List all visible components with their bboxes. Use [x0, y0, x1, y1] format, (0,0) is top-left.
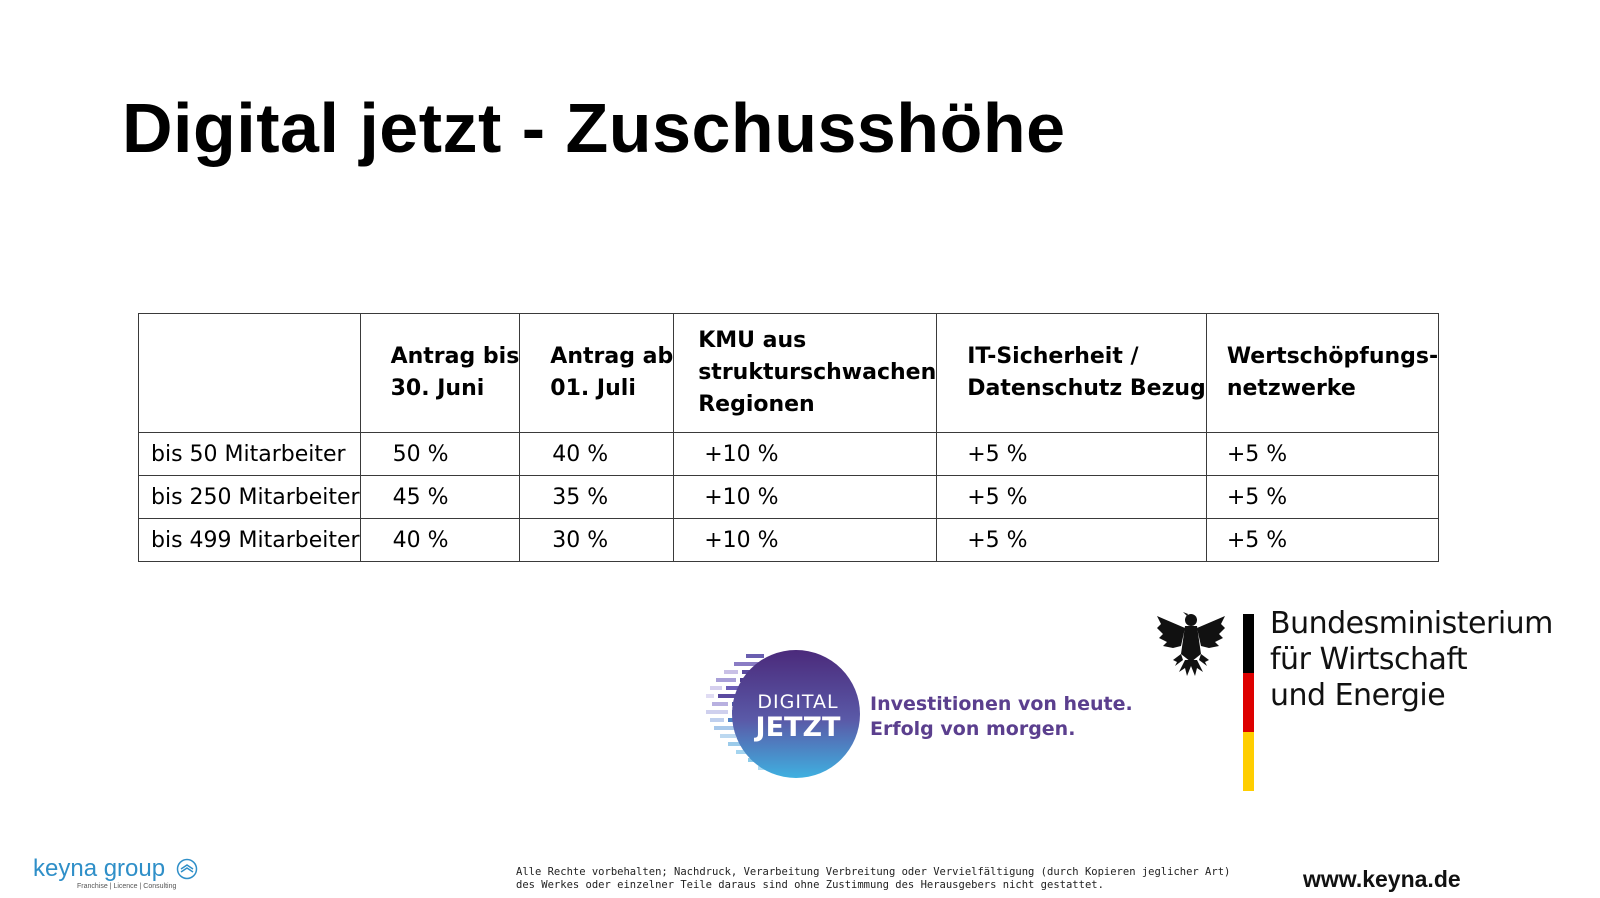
table-cell: +5 % — [936, 518, 1207, 562]
legal-notice: Alle Rechte vorbehalten; Nachdruck, Vera… — [516, 866, 1231, 891]
table-cell: 45 % — [359, 475, 521, 519]
row-label: bis 250 Mitarbeiter — [138, 475, 361, 519]
table-cell: 35 % — [519, 475, 675, 519]
table-cell: +10 % — [673, 432, 938, 476]
table-cell: +10 % — [673, 475, 938, 519]
table-cell: +10 % — [673, 518, 938, 562]
table-cell: 40 % — [359, 518, 521, 562]
keyna-emblem-icon — [176, 858, 197, 880]
table-cell: 50 % — [359, 432, 521, 476]
header-wertschoepfung: Wertschöpfungs- netzwerke — [1205, 313, 1440, 433]
table-cell: 30 % — [519, 518, 675, 562]
ministry-name: Bundesministerium für Wirtschaft und Ene… — [1270, 606, 1553, 713]
dj-logo-line2: JETZT — [754, 712, 841, 743]
row-label: bis 499 Mitarbeiter — [138, 518, 361, 562]
keyna-subtitle: Franchise | Licence | Consulting — [77, 883, 177, 890]
flag-red — [1243, 672, 1254, 732]
digital-jetzt-logo: DIGITAL JETZT — [706, 650, 860, 778]
digital-jetzt-circle — [732, 650, 860, 778]
table-cell: +5 % — [936, 475, 1207, 519]
table-cell: 40 % — [519, 432, 675, 476]
federal-eagle-icon — [1157, 612, 1225, 676]
grant-table: Antrag bis 30. Juni Antrag ab 01. Juli K… — [138, 313, 1440, 562]
keyna-brand: keyna group — [33, 855, 166, 882]
table-header-row: Antrag bis 30. Juni Antrag ab 01. Juli K… — [138, 313, 1440, 433]
german-flag-bar — [1243, 614, 1254, 791]
flag-black — [1243, 614, 1254, 673]
header-antrag-ab: Antrag ab 01. Juli — [519, 313, 675, 433]
header-it-sicherheit: IT-Sicherheit / Datenschutz Bezug — [936, 313, 1207, 433]
keyna-group-logo: keyna group Franchise | Licence | Consul… — [33, 855, 198, 890]
row-label: bis 50 Mitarbeiter — [138, 432, 361, 476]
dj-logo-line1: DIGITAL — [757, 691, 838, 713]
table-row: bis 250 Mitarbeiter 45 % 35 % +10 % +5 %… — [138, 475, 1440, 519]
dj-tagline: Investitionen von heute. Erfolg von morg… — [870, 693, 1133, 740]
table-cell: +5 % — [1205, 432, 1440, 476]
table-cell: +5 % — [1205, 518, 1440, 562]
table-cell: +5 % — [1205, 475, 1440, 519]
header-cell-empty — [138, 313, 361, 433]
header-antrag-bis: Antrag bis 30. Juni — [359, 313, 521, 433]
website-link[interactable]: www.keyna.de — [1303, 866, 1461, 892]
table-row: bis 50 Mitarbeiter 50 % 40 % +10 % +5 % … — [138, 432, 1440, 476]
flag-gold — [1243, 731, 1254, 791]
header-kmu: KMU aus strukturschwachen Regionen — [673, 313, 938, 433]
table-row: bis 499 Mitarbeiter 40 % 30 % +10 % +5 %… — [138, 518, 1440, 562]
table-cell: +5 % — [936, 432, 1207, 476]
page-title: Digital jetzt - Zuschusshöhe — [122, 89, 1066, 167]
